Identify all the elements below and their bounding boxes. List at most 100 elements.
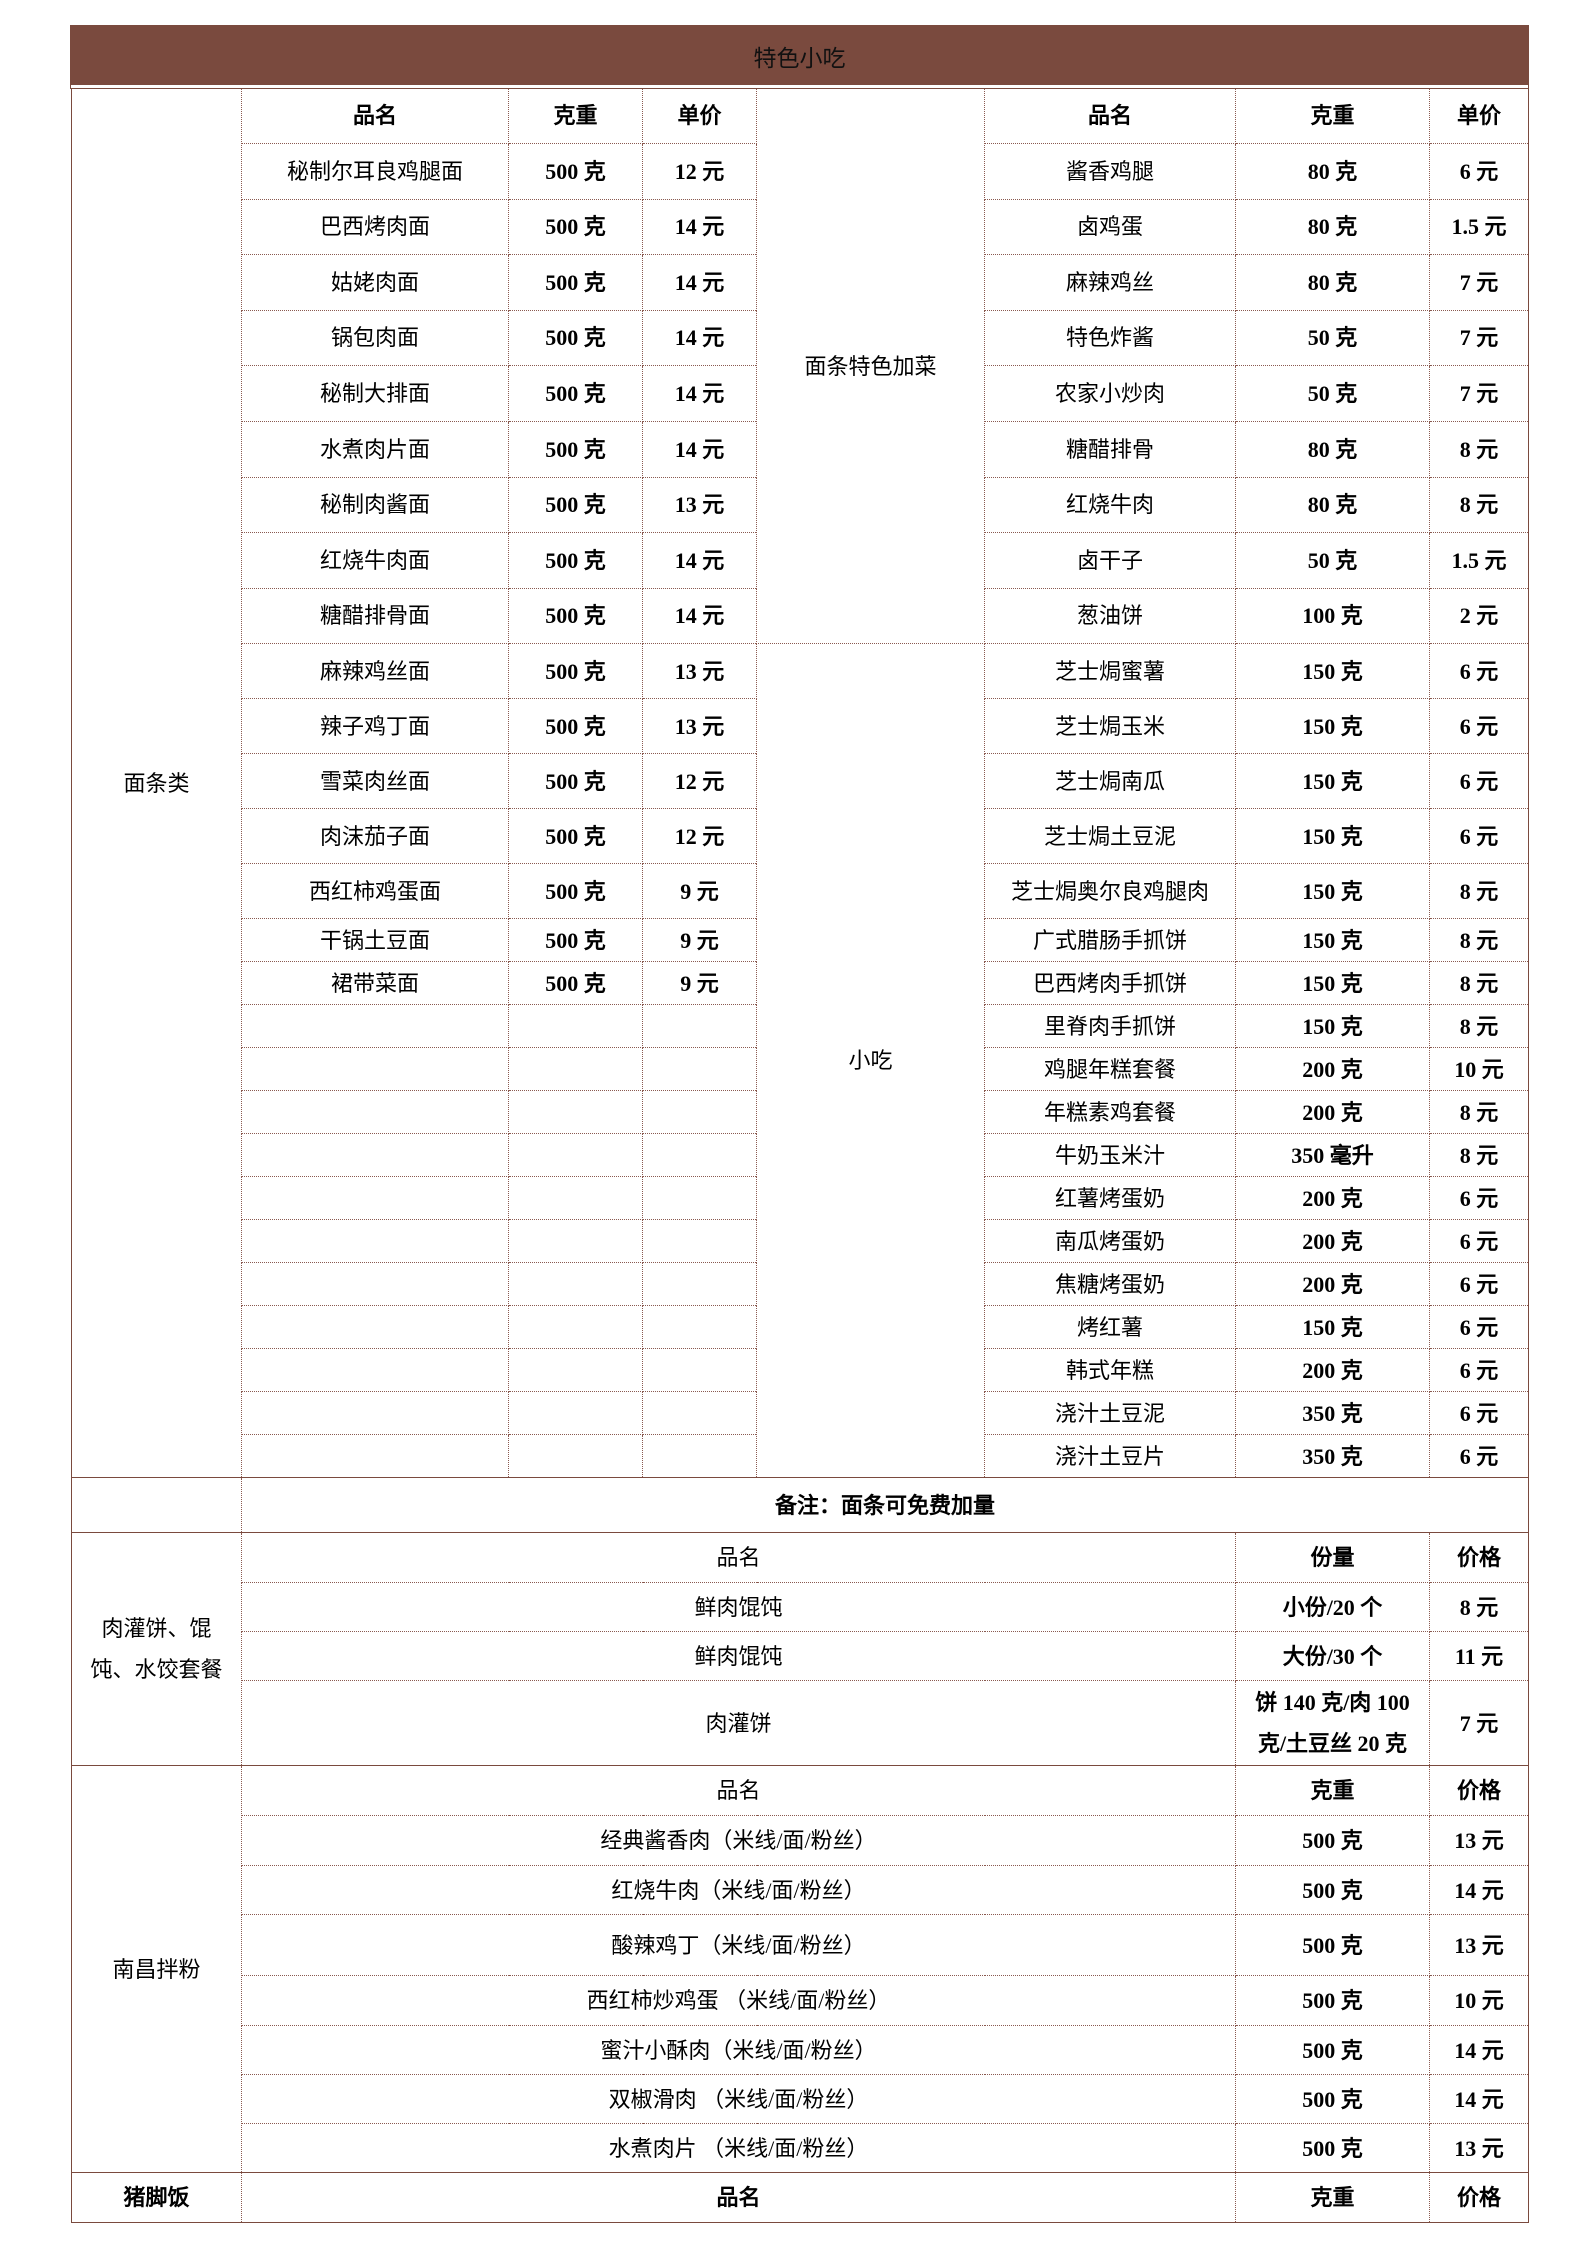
category-label: 南昌拌粉 xyxy=(71,1765,242,2174)
item-price: 6 元 xyxy=(1429,143,1529,200)
item-weight: 350 克 xyxy=(1235,1391,1430,1436)
item-name: 烤红薯 xyxy=(984,1305,1236,1350)
item-weight: 200 克 xyxy=(1235,1348,1430,1393)
table-row: 鸡腿年糕套餐 200 克 10 元 xyxy=(72,1047,1529,1092)
item-weight: 500 克 xyxy=(508,420,643,478)
empty-cell xyxy=(642,1090,757,1135)
empty-cell xyxy=(642,1262,757,1307)
note-text: 备注：面条可免费加量 xyxy=(241,1477,1529,1534)
item-price: 9 元 xyxy=(642,863,757,920)
table-row: 巴西烤肉面 500 克 14 元 卤鸡蛋 80 克 1.5 元 xyxy=(72,198,1529,256)
item-weight: 150 克 xyxy=(1235,808,1430,865)
item-weight: 500 克 xyxy=(508,476,643,534)
item-weight: 150 克 xyxy=(1235,753,1430,810)
table-row: 双椒滑肉 （米线/面/粉丝） 500 克 14 元 xyxy=(72,2074,1529,2125)
item-name: 焦糖烤蛋奶 xyxy=(984,1262,1236,1307)
item-weight: 150 克 xyxy=(1235,1305,1430,1350)
column-header: 价格 xyxy=(1429,1532,1529,1584)
empty-cell xyxy=(642,1348,757,1393)
empty-cell xyxy=(508,1090,643,1135)
item-weight: 150 克 xyxy=(1235,1004,1430,1049)
item-weight: 500 克 xyxy=(508,198,643,256)
item-price: 13 元 xyxy=(642,476,757,534)
item-weight: 500 克 xyxy=(508,143,643,200)
empty-cell xyxy=(508,1262,643,1307)
item-price: 12 元 xyxy=(642,143,757,200)
empty-cell xyxy=(241,1090,509,1135)
item-price: 6 元 xyxy=(1429,1434,1529,1479)
empty-cell xyxy=(508,1305,643,1350)
item-weight: 500 克 xyxy=(508,863,643,920)
item-name: 酱香鸡腿 xyxy=(984,143,1236,200)
empty-cell xyxy=(241,1047,509,1092)
item-name: 雪菜肉丝面 xyxy=(241,753,509,810)
item-price: 8 元 xyxy=(1429,476,1529,534)
item-price: 6 元 xyxy=(1429,1219,1529,1264)
item-name: 浇汁土豆片 xyxy=(984,1434,1236,1479)
table-row: 水煮肉片 （米线/面/粉丝） 500 克 13 元 xyxy=(72,2123,1529,2174)
item-name: 牛奶玉米汁 xyxy=(984,1133,1236,1178)
item-price: 14 元 xyxy=(642,198,757,256)
group-label: 面条特色加菜 xyxy=(756,87,985,645)
empty-cell xyxy=(241,1391,509,1436)
item-name: 特色炸酱 xyxy=(984,309,1236,367)
menu-title: 特色小吃 xyxy=(753,45,846,71)
item-price: 8 元 xyxy=(1429,1004,1529,1049)
item-name: 卤干子 xyxy=(984,532,1236,589)
item-price: 10 元 xyxy=(1429,1047,1529,1092)
item-price: 7 元 xyxy=(1429,365,1529,422)
item-price: 14 元 xyxy=(642,420,757,478)
column-header: 品名 xyxy=(241,2172,1236,2224)
item-name: 蜜汁小酥肉（米线/面/粉丝） xyxy=(241,2025,1236,2076)
item-weight: 50 克 xyxy=(1235,309,1430,367)
item-name: 肉灌饼 xyxy=(241,1680,1236,1767)
item-weight: 500 克 xyxy=(1235,2074,1430,2125)
item-weight: 500 克 xyxy=(1235,2025,1430,2076)
item-name: 红薯烤蛋奶 xyxy=(984,1176,1236,1221)
item-name: 秘制大排面 xyxy=(241,365,509,422)
item-weight: 500 克 xyxy=(508,587,643,645)
empty-cell xyxy=(642,1434,757,1479)
item-weight: 500 克 xyxy=(508,698,643,755)
item-weight: 200 克 xyxy=(1235,1176,1430,1221)
column-header: 单价 xyxy=(642,88,757,144)
item-price: 6 元 xyxy=(1429,808,1529,865)
item-weight: 500 克 xyxy=(508,365,643,422)
empty-cell xyxy=(508,1219,643,1264)
header-row: 面条类 品名 克重 单价 面条特色加菜 品名 克重 单价 xyxy=(71,87,1529,1479)
item-price: 8 元 xyxy=(1429,1582,1529,1633)
item-weight: 80 克 xyxy=(1235,254,1430,311)
table-row: 蜜汁小酥肉（米线/面/粉丝） 500 克 14 元 xyxy=(72,2025,1529,2076)
table-row: 西红柿炒鸡蛋 （米线/面/粉丝） 500 克 10 元 xyxy=(72,1975,1529,2027)
item-name: 西红柿炒鸡蛋 （米线/面/粉丝） xyxy=(241,1975,1236,2027)
item-price: 14 元 xyxy=(642,309,757,367)
item-name: 南瓜烤蛋奶 xyxy=(984,1219,1236,1264)
column-header: 份量 xyxy=(1235,1532,1430,1584)
item-weight: 200 克 xyxy=(1235,1262,1430,1307)
category-label: 猪脚饭 xyxy=(71,2172,242,2224)
empty-cell xyxy=(642,1004,757,1049)
column-header: 单价 xyxy=(1429,88,1529,144)
item-price: 6 元 xyxy=(1429,1391,1529,1436)
item-weight: 50 克 xyxy=(1235,532,1430,589)
item-weight: 80 克 xyxy=(1235,198,1430,256)
item-portion: 大份/30 个 xyxy=(1235,1631,1430,1682)
item-price: 14 元 xyxy=(1429,1865,1529,1916)
item-weight: 500 克 xyxy=(1235,2123,1430,2174)
item-price: 13 元 xyxy=(1429,2123,1529,2174)
item-price: 1.5 元 xyxy=(1429,532,1529,589)
item-name: 红烧牛肉（米线/面/粉丝） xyxy=(241,1865,1236,1916)
menu-table: 面条类 品名 克重 单价 面条特色加菜 品名 克重 单价 秘制尔耳良鸡腿面 500 克 12 元酱香… xyxy=(71,87,1529,2224)
header-row: 猪脚饭 品名 克重 价格 xyxy=(71,2172,1529,2224)
item-weight: 500 克 xyxy=(508,808,643,865)
table-row: 牛奶玉米汁 350 毫升 8 元 xyxy=(72,1133,1529,1178)
empty-cell xyxy=(642,1176,757,1221)
